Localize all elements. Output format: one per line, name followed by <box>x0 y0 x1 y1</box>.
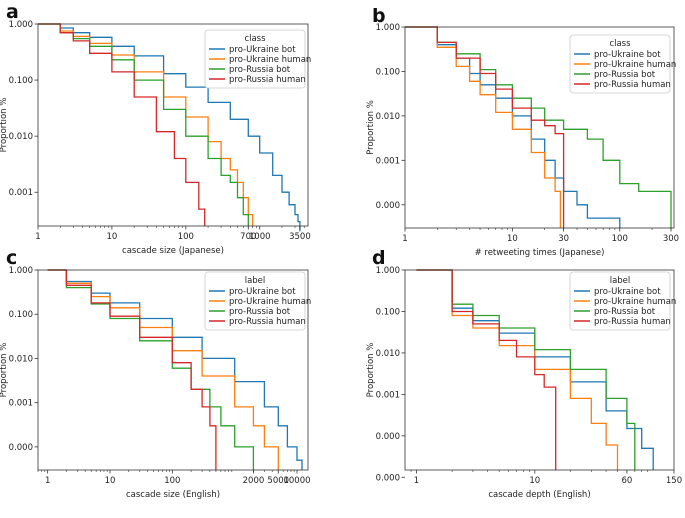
y-tick-label: 0.100 <box>376 307 400 317</box>
y-tick-label: 0.100 <box>9 76 33 86</box>
legend-item: pro-Ukraine human <box>229 297 311 307</box>
plot-frame <box>37 23 309 227</box>
x-tick-label: 3500 <box>289 232 311 242</box>
x-tick-label: 1 <box>35 232 40 242</box>
series-line-pro-ukraine-human <box>405 26 562 228</box>
panel-letter: d <box>372 247 386 269</box>
y-tick-label: 1.000 <box>9 266 33 276</box>
y-tick-label: 0.000 <box>376 201 400 211</box>
y-tick-label: 0.000 <box>9 443 33 453</box>
legend-item: pro-Russia bot <box>229 65 291 75</box>
legend-item: pro-Ukraine bot <box>229 45 296 55</box>
x-tick-label: 10000 <box>283 476 310 486</box>
series-line-pro-russia-human <box>47 269 217 470</box>
series-line-pro-ukraine-human <box>416 269 619 470</box>
legend-title: class <box>244 34 266 44</box>
legend-box <box>569 34 671 94</box>
x-tick-label: 1 <box>414 476 419 486</box>
y-tick-label: 0.010 <box>9 354 33 364</box>
legend-item: pro-Russia human <box>594 317 671 327</box>
legend-box <box>569 271 671 331</box>
y-tick-label: 0.010 <box>376 349 400 359</box>
y-tick-label: 0.000 <box>376 432 400 442</box>
legend-title: class <box>609 39 631 49</box>
legend-item: pro-Ukraine bot <box>594 287 661 297</box>
y-axis-label: Proportion % <box>366 343 376 398</box>
y-tick-label: 1.000 <box>376 23 400 33</box>
x-axis-label: cascade depth (English) <box>488 490 590 500</box>
x-tick-label: 1 <box>45 476 50 486</box>
legend-item: pro-Ukraine human <box>229 55 311 65</box>
legend-box <box>204 29 306 89</box>
y-tick-label: 0.100 <box>376 67 400 77</box>
panel-letter: a <box>6 1 19 23</box>
y-tick-label: 0.001 <box>376 390 400 400</box>
x-tick-label: 700 <box>240 232 256 242</box>
legend-title: label <box>610 276 631 286</box>
x-tick-label: 10 <box>105 476 116 486</box>
x-axis-label: cascade size (English) <box>126 490 220 500</box>
x-tick-label: 30 <box>558 234 569 244</box>
legend-item: pro-Russia human <box>594 80 671 90</box>
x-tick-label: 300 <box>663 234 679 244</box>
legend-box <box>204 271 306 331</box>
legend-title: label <box>245 276 266 286</box>
panel-letter: c <box>6 247 17 269</box>
y-axis-label: Proportion % <box>0 98 9 153</box>
plot-frame <box>37 269 309 471</box>
x-tick-label: 5000 <box>267 476 289 486</box>
y-axis-label: Proportion % <box>366 100 376 155</box>
x-axis-label: # retweeting times (Japanese) <box>475 248 605 258</box>
series-line-pro-russia-human <box>405 26 565 228</box>
series-line-pro-russia-bot <box>405 26 672 228</box>
y-tick-label: 0.000 <box>376 473 400 483</box>
x-tick-label: 60 <box>621 476 632 486</box>
series-line-pro-russia-human <box>38 23 206 226</box>
y-tick-label: 0.010 <box>9 132 33 142</box>
x-tick-label: 1 <box>402 234 407 244</box>
x-tick-label: 100 <box>612 234 628 244</box>
x-tick-label: 10 <box>529 476 540 486</box>
y-axis-label: Proportion % <box>0 343 9 398</box>
panel-letter: b <box>372 5 386 27</box>
x-tick-label: 10 <box>106 232 117 242</box>
legend-item: pro-Russia bot <box>594 70 656 80</box>
legend-item: pro-Ukraine bot <box>594 50 661 60</box>
x-tick-label: 150 <box>666 476 682 486</box>
plot-frame <box>404 26 675 229</box>
x-tick-label: 100 <box>178 232 194 242</box>
legend-item: pro-Russia human <box>229 75 306 85</box>
y-tick-label: 0.001 <box>376 156 400 166</box>
y-tick-label: 0.001 <box>9 399 33 409</box>
x-tick-label: 100 <box>164 476 180 486</box>
x-tick-label: 2000 <box>243 476 265 486</box>
panel-b: b 1 10 30 100 300 1.000 0.100 0.010 0.001 0.000 # r… <box>366 5 679 258</box>
y-tick-label: 0.010 <box>376 112 400 122</box>
x-tick-label: 10 <box>507 234 518 244</box>
series-line-pro-russia-human <box>416 269 557 470</box>
y-tick-label: 0.100 <box>9 310 33 320</box>
series-line-pro-russia-bot <box>416 269 636 470</box>
legend-item: pro-Ukraine human <box>594 297 676 307</box>
panel-d: d 1 10 60 150 1.000 0.100 0.010 0.001 0.000 0.000 c… <box>366 247 682 500</box>
legend-item: pro-Russia bot <box>229 307 291 317</box>
y-tick-label: 1.000 <box>376 266 400 276</box>
y-tick-label: 1.000 <box>9 20 33 30</box>
legend-item: pro-Ukraine human <box>594 60 676 70</box>
series-line-pro-russia-bot <box>38 23 249 226</box>
x-axis-label: cascade size (Japanese) <box>122 246 224 256</box>
legend-item: pro-Russia human <box>229 317 306 327</box>
legend-item: pro-Russia bot <box>594 307 656 317</box>
plot-frame <box>404 269 675 471</box>
legend-item: pro-Ukraine bot <box>229 287 296 297</box>
y-tick-label: 0.001 <box>9 188 33 198</box>
x-tick-label: 1000 <box>249 232 271 242</box>
